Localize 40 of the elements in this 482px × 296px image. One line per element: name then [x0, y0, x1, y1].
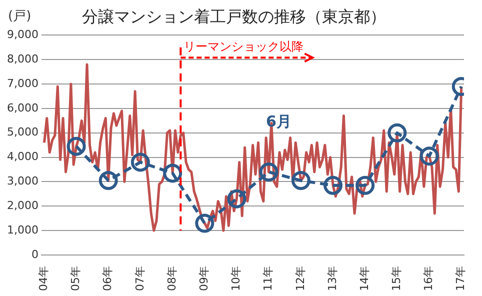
text: 6月 [266, 112, 292, 130]
point [227, 189, 246, 208]
point [195, 214, 214, 233]
y-tick-label: 0 [31, 248, 38, 261]
x-tick-label: 04年 [37, 266, 50, 292]
y-tick-label: 2,000 [6, 199, 38, 212]
point [98, 171, 118, 190]
x-tick-label: 12年 [294, 266, 307, 292]
point [324, 176, 343, 195]
y-tick-label: 1,000 [6, 223, 38, 236]
point [420, 146, 439, 166]
y-tick-label: 6,000 [6, 101, 38, 114]
point [130, 152, 150, 172]
ref-line-label: リーマンショック以降 [184, 40, 304, 54]
y-tick-label: 5,000 [6, 126, 38, 139]
x-tick-label: 15年 [390, 266, 403, 292]
y-tick-label: 4,000 [6, 150, 38, 164]
point [356, 176, 375, 195]
x-tick-label: 08年 [165, 266, 178, 292]
y-tick-label: 3,000 [6, 174, 38, 188]
point [163, 164, 182, 183]
x-tick-label: 05年 [69, 266, 82, 292]
x-tick-label: 13年 [326, 266, 339, 292]
y-axis-title: (戸) [8, 8, 32, 24]
x-tick-label: 16年 [422, 266, 436, 292]
y-tick-label: 7,000 [6, 76, 38, 90]
x-tick-label: 09年 [198, 266, 210, 292]
y-tick-label: 9,000 [6, 28, 38, 42]
x-tick-label: 06年 [101, 266, 114, 292]
x-tick-label: 10年 [230, 266, 243, 292]
x-tick-label: 11年 [262, 266, 275, 292]
point [66, 136, 86, 156]
x-tick-label: 07年 [133, 266, 146, 292]
y-tick-label: 8,000 [6, 52, 38, 66]
point [259, 162, 278, 182]
x-tick-label: 17年 [454, 266, 468, 292]
x-tick-label: 14年 [358, 266, 371, 292]
point [388, 123, 407, 142]
point [291, 171, 310, 190]
chart-title: 分譲マンション着工戸数の推移（東京都） [82, 6, 386, 26]
